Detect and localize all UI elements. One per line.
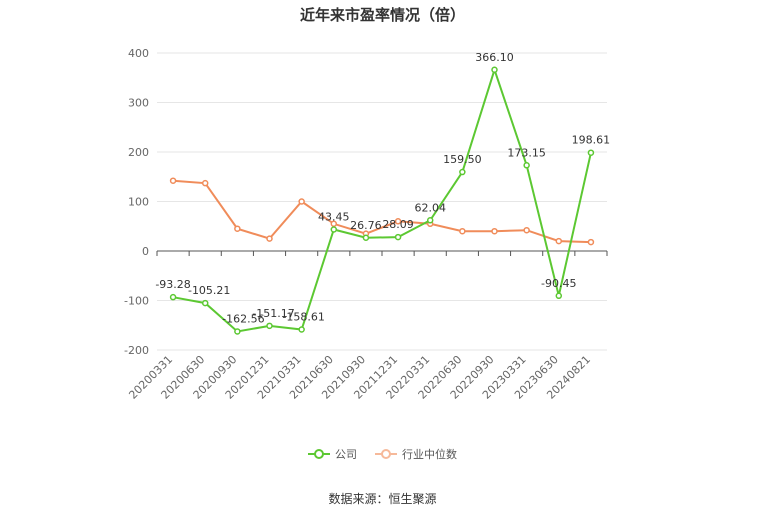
data-label-company: -162.56 bbox=[222, 312, 264, 325]
data-label-company: 26.76 bbox=[350, 219, 382, 232]
data-point-company[interactable] bbox=[330, 226, 338, 233]
data-label-company: -90.45 bbox=[541, 277, 576, 290]
data-point-company[interactable] bbox=[523, 162, 530, 169]
data-label-company: 366.10 bbox=[475, 51, 514, 64]
data-point-industry-median[interactable] bbox=[523, 226, 530, 234]
series-layer bbox=[169, 66, 595, 335]
data-label-company: 173.15 bbox=[507, 146, 546, 159]
data-point-company[interactable] bbox=[201, 299, 209, 307]
grid-layer bbox=[157, 52, 607, 351]
data-point-industry-median[interactable] bbox=[587, 238, 595, 246]
y-tick-label: 400 bbox=[128, 47, 149, 60]
data-point-company[interactable] bbox=[266, 322, 273, 330]
y-tick-label: -200 bbox=[124, 344, 149, 357]
chart-title: 近年来市盈率情况（倍） bbox=[299, 6, 465, 24]
data-label-company: -158.61 bbox=[282, 311, 324, 324]
y-tick-label: 0 bbox=[142, 245, 149, 258]
legend-label-industry-median: 行业中位数 bbox=[402, 448, 457, 461]
data-point-company[interactable] bbox=[587, 149, 595, 156]
data-label-company: -151.17 bbox=[252, 307, 294, 320]
data-point-company[interactable] bbox=[394, 233, 402, 241]
label-layer: -93.28-105.21-162.56-151.17-158.6143.452… bbox=[155, 51, 610, 326]
series-line-company bbox=[172, 66, 592, 333]
legend-item-industry-median[interactable]: 行业中位数 bbox=[375, 446, 457, 462]
legend-label-company: 公司 bbox=[335, 448, 357, 461]
legend: 公司 行业中位数 bbox=[0, 446, 765, 462]
data-point-company[interactable] bbox=[234, 328, 241, 335]
data-point-company[interactable] bbox=[362, 234, 370, 242]
data-label-company: -105.21 bbox=[188, 284, 230, 297]
source-note: 数据来源：恒生聚源 bbox=[328, 492, 437, 506]
data-point-company[interactable] bbox=[459, 168, 466, 176]
y-tick-label: -100 bbox=[124, 295, 149, 308]
data-label-company: -93.28 bbox=[155, 278, 190, 291]
data-point-company[interactable] bbox=[426, 217, 434, 224]
data-point-industry-median[interactable] bbox=[491, 227, 498, 235]
legend-item-company[interactable]: 公司 bbox=[308, 446, 357, 462]
data-label-company: 28.09 bbox=[382, 218, 414, 231]
data-label-company: 43.45 bbox=[318, 210, 350, 223]
data-point-industry-median[interactable] bbox=[555, 237, 563, 245]
series-line-industry-median bbox=[172, 179, 591, 244]
data-point-company[interactable] bbox=[555, 292, 563, 300]
data-point-industry-median[interactable] bbox=[201, 179, 209, 187]
data-point-industry-median[interactable] bbox=[459, 227, 466, 235]
data-point-industry-median[interactable] bbox=[298, 198, 305, 205]
data-point-industry-median[interactable] bbox=[266, 235, 273, 242]
data-point-company[interactable] bbox=[169, 293, 177, 301]
data-point-industry-median[interactable] bbox=[169, 177, 177, 184]
legend-swatch-company-icon bbox=[308, 449, 330, 459]
legend-swatch-industry-median-icon bbox=[375, 449, 397, 459]
data-point-industry-median[interactable] bbox=[394, 218, 402, 225]
y-tick-label: 300 bbox=[128, 97, 149, 110]
data-point-company[interactable] bbox=[298, 326, 305, 333]
y-tick-label: 100 bbox=[128, 196, 149, 209]
data-point-industry-median[interactable] bbox=[234, 225, 241, 232]
data-label-company: 198.61 bbox=[572, 134, 611, 147]
data-point-company[interactable] bbox=[491, 66, 498, 74]
y-tick-label: 200 bbox=[128, 146, 149, 159]
data-label-company: 62.04 bbox=[414, 201, 446, 214]
data-label-company: 159.50 bbox=[443, 153, 482, 166]
